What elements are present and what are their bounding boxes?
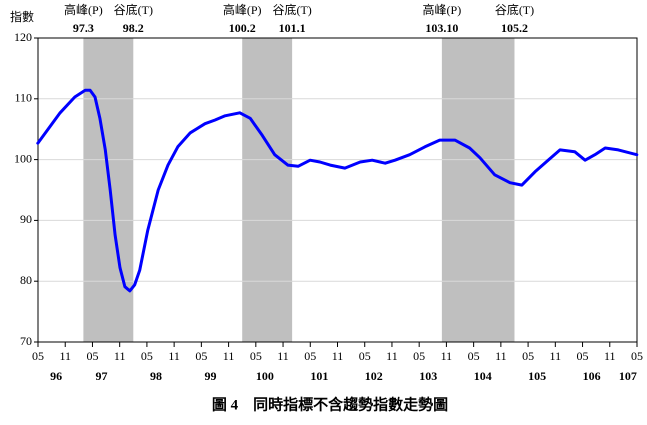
x-year-label: 103 [419,369,437,383]
y-tick-label: 110 [14,91,32,105]
x-year-label: 102 [365,369,383,383]
recession-shade [441,38,515,342]
x-tick-label: 11 [604,349,616,363]
trough-label: 谷底(T) [495,2,534,17]
x-tick-label: 11 [59,349,71,363]
x-tick-label: 11 [441,349,453,363]
y-tick-label: 90 [20,212,32,226]
y-tick-label: 120 [14,30,32,44]
x-year-label: 106 [583,369,601,383]
trough-date: 105.2 [501,21,528,35]
trough-label: 谷底(T) [114,2,153,17]
x-tick-label: 11 [168,349,180,363]
recession-shade [83,38,134,342]
index-line [36,88,639,293]
x-year-label: 105 [528,369,546,383]
x-year-label: 96 [50,369,62,383]
peak-date: 100.2 [229,21,256,35]
peak-date: 97.3 [73,21,94,35]
peak-date: 103.10 [425,21,458,35]
y-tick-label: 80 [20,273,32,287]
x-tick-label: 05 [413,349,425,363]
x-tick-label: 05 [468,349,480,363]
x-tick-label: 05 [32,349,44,363]
x-year-label: 100 [256,369,274,383]
x-tick-label: 05 [195,349,207,363]
peak-label: 高峰(P) [64,2,103,17]
x-tick-label: 05 [631,349,643,363]
x-year-label: 99 [204,369,216,383]
x-tick-label: 05 [522,349,534,363]
x-year-label: 101 [310,369,328,383]
plot-frame [37,37,638,343]
x-tick-label: 05 [304,349,316,363]
x-tick-label: 05 [577,349,589,363]
chart-title: 圖 4 同時指標不含趨勢指數走勢圖 [212,395,448,413]
trough-label: 谷底(T) [272,2,311,17]
x-tick-label: 11 [223,349,235,363]
x-tick-label: 11 [550,349,562,363]
x-year-label: 104 [474,369,492,383]
x-year-label: 98 [150,369,162,383]
x-tick-label: 11 [495,349,507,363]
recession-shade [242,38,293,342]
x-tick-label: 11 [277,349,289,363]
y-axis-label: 指數 [10,9,34,24]
x-year-label: 97 [96,369,108,383]
x-tick-label: 05 [86,349,98,363]
x-tick-label: 05 [250,349,262,363]
x-tick-label: 11 [386,349,398,363]
x-year-label: 107 [619,369,637,383]
trough-date: 98.2 [123,21,144,35]
x-tick-label: 05 [141,349,153,363]
x-tick-label: 11 [332,349,344,363]
peak-label: 高峰(P) [223,2,262,17]
y-tick-label: 100 [14,151,32,165]
trough-date: 101.1 [279,21,306,35]
x-tick-label: 05 [359,349,371,363]
peak-label: 高峰(P) [423,2,462,17]
x-tick-label: 11 [114,349,126,363]
y-tick-label: 70 [20,334,32,348]
